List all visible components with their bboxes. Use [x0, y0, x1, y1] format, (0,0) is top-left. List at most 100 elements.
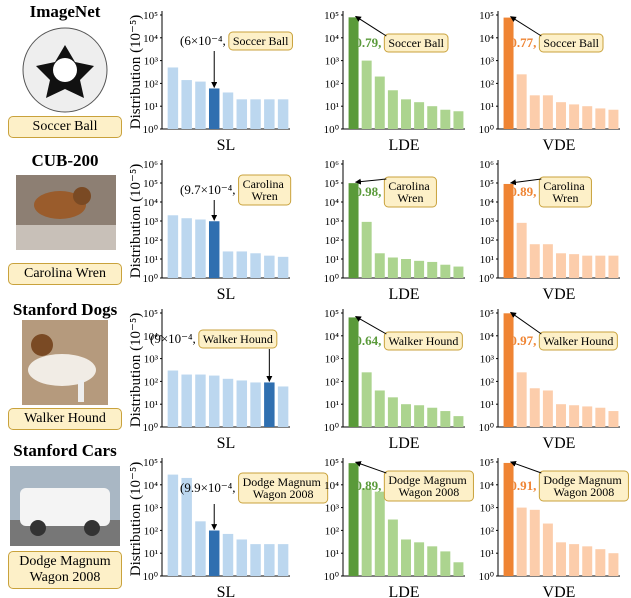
y-tick-label: 10²	[325, 525, 340, 537]
bar	[388, 397, 398, 427]
bar	[362, 372, 372, 427]
x-axis-label: SL	[217, 137, 236, 154]
annotation: (0.79,Soccer Ball	[351, 16, 448, 52]
callout-label: Carolina Wren	[543, 179, 587, 205]
bar	[530, 95, 540, 129]
bar	[195, 521, 205, 576]
y-tick-label: 10⁴	[324, 197, 339, 209]
value-label: (6×10⁻⁴,	[180, 33, 226, 48]
bar	[375, 253, 385, 278]
callout-box	[239, 175, 291, 205]
bar	[440, 110, 450, 129]
callout-box	[384, 332, 462, 350]
bar	[453, 416, 463, 427]
bar	[195, 375, 205, 427]
arrow	[511, 462, 542, 473]
callout-box	[229, 32, 293, 50]
annotation: (0.98, Carolina Wren	[351, 177, 436, 207]
y-tick-label: 10³	[480, 354, 495, 366]
y-tick-label: 10⁵	[324, 457, 339, 469]
y-tick-label: 10¹	[480, 254, 494, 266]
dog-image	[22, 320, 108, 405]
bar	[543, 95, 553, 129]
bar	[427, 106, 437, 129]
arrow	[356, 16, 387, 36]
y-tick-label: 10¹	[480, 101, 494, 113]
arrow	[511, 179, 542, 183]
bar	[349, 463, 359, 576]
bar	[278, 99, 288, 129]
bar	[517, 372, 527, 427]
annotation: (0.64,Walker Hound	[351, 316, 462, 350]
bar	[168, 475, 178, 576]
bar	[504, 463, 514, 576]
bar	[181, 218, 191, 278]
bar	[349, 317, 359, 427]
bar	[181, 478, 191, 576]
figure: ImageNet CUB-200 Stanford Dogs Stanford …	[0, 0, 631, 598]
y-tick-label: 10⁵	[479, 457, 494, 469]
y-tick-label: 10¹	[325, 399, 339, 411]
bar	[250, 99, 260, 129]
bar	[608, 411, 618, 427]
callout-box	[539, 332, 617, 350]
bar	[223, 251, 233, 278]
callout-label: Carolina Wren	[388, 179, 432, 205]
bar	[349, 17, 359, 129]
callout-label: Walker Hound	[203, 332, 273, 346]
bar	[543, 390, 553, 427]
bar	[388, 257, 398, 278]
y-tick-label: 10⁵	[143, 457, 158, 469]
y-axis-label: Distribution (10⁻⁵)	[128, 164, 144, 278]
bar	[595, 549, 605, 576]
annotation: (9.7×10⁻⁴,Carolina Wren	[180, 175, 291, 220]
bar	[556, 253, 566, 278]
annotation: (0.97,Walker Hound	[506, 312, 617, 350]
bar	[440, 551, 450, 576]
bar	[569, 544, 579, 576]
bar	[237, 539, 247, 576]
y-tick-label: 10¹	[480, 399, 494, 411]
y-tick-label: 10³	[144, 216, 159, 228]
y-tick-label: 10⁵	[143, 308, 158, 320]
bar	[543, 524, 553, 576]
bar	[278, 257, 288, 278]
callout-box	[384, 34, 448, 52]
annotation: (0.91,Dodge Magnum Wagon 2008	[506, 462, 628, 501]
y-tick-label: 10⁰	[479, 273, 495, 285]
bar	[375, 492, 385, 576]
y-tick-label: 10⁵	[479, 178, 494, 190]
bar	[543, 244, 553, 278]
x-axis-label: SL	[217, 435, 236, 452]
y-tick-label: 10⁴	[479, 331, 494, 343]
bar	[440, 265, 450, 278]
class-label: Soccer Ball	[8, 116, 122, 138]
bar	[264, 544, 274, 576]
annotation: (0.89,Carolina Wren	[506, 177, 591, 207]
value-label: (9.9×10⁻⁴,	[180, 480, 236, 495]
y-tick-label: 10⁴	[143, 33, 158, 45]
y-tick-label: 10⁰	[143, 422, 159, 434]
value-label: (0.79,	[351, 35, 381, 50]
x-axis-label: VDE	[543, 137, 576, 154]
y-tick-label: 10³	[325, 354, 340, 366]
y-tick-label: 10³	[480, 503, 495, 515]
y-tick-label: 10⁰	[324, 422, 340, 434]
x-axis-label: VDE	[543, 286, 576, 303]
callout-box	[539, 471, 628, 501]
bar	[517, 74, 527, 129]
y-axis-label: Distribution (10⁻⁵)	[128, 313, 144, 427]
value-label: (0.98,	[351, 184, 381, 199]
annotation: (0.89,Dodge Magnum Wagon 2008	[351, 462, 473, 501]
car-image	[10, 466, 120, 546]
callout-label: Soccer Ball	[233, 34, 289, 48]
callout-box	[539, 34, 603, 52]
bar	[401, 259, 411, 278]
bar	[362, 222, 372, 278]
y-tick-label: 10⁵	[324, 178, 339, 190]
y-tick-label: 10⁰	[143, 273, 159, 285]
bar	[278, 386, 288, 427]
bar	[517, 223, 527, 278]
bar	[181, 80, 191, 129]
bar	[453, 111, 463, 129]
